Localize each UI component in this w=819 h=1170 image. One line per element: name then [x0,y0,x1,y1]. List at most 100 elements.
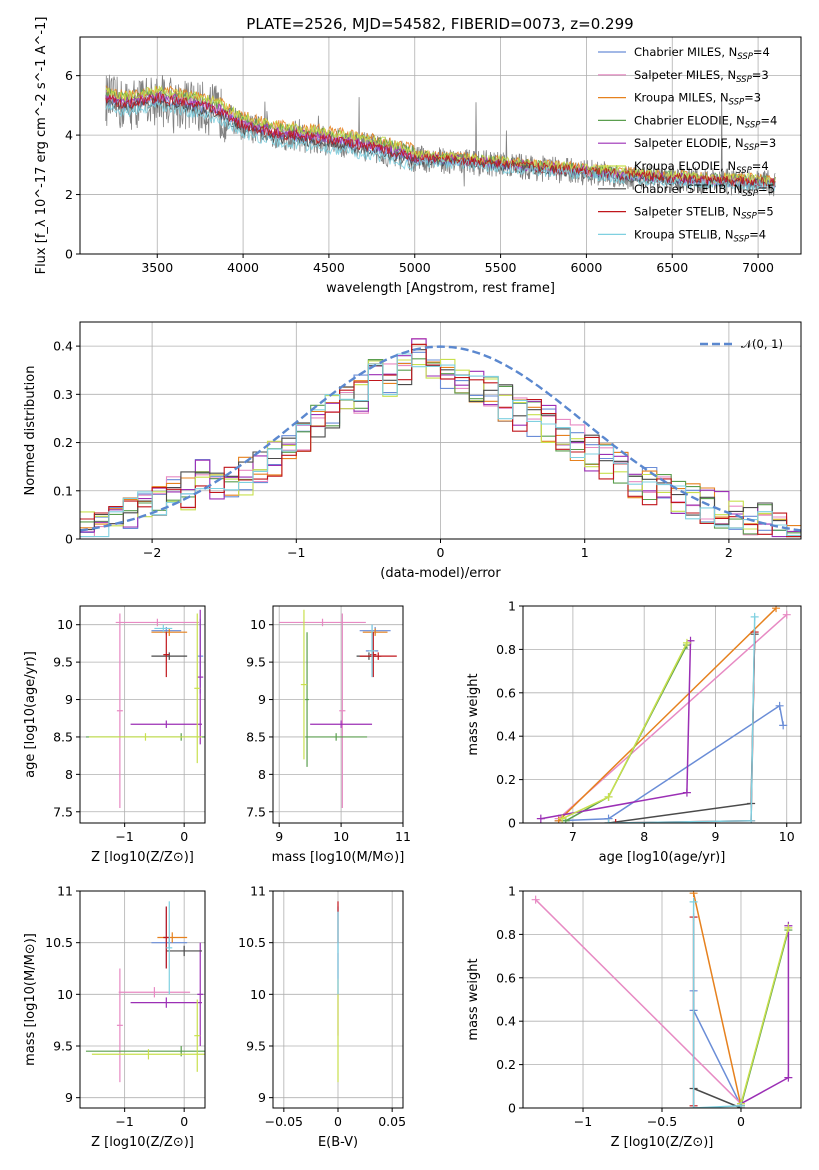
x-tick-label: 4500 [313,260,345,275]
residual-hist-7 [80,343,801,538]
y-tick-label: 10 [250,987,266,1002]
legend-entry: 𝒩(0, 1) [741,337,783,351]
plot-area [279,609,397,809]
weight-marker-5 [682,638,691,647]
y-tick-label: 8 [258,767,266,782]
y-tick-label: 10.5 [45,935,73,950]
x-tick-label: 7 [569,829,577,844]
y-tick-label: 10 [57,987,73,1002]
weight-marker-8 [750,612,759,621]
legend-entry: Salpeter STELIB, NSSP=5 [634,205,774,222]
weight-marker-8 [747,816,756,823]
weight-line-2 [558,607,777,822]
axes-frame [522,605,802,824]
x-axis-label: age [log10(age/yr)] [599,850,726,865]
x-tick-label: 7000 [742,260,774,275]
y-tick-label: 10.5 [238,935,266,950]
x-tick-label: 0 [180,1114,188,1129]
panel-weight-vs-age: 7 8 9 10 0 0.2 0.4 0.6 0.8 1 age [log10(age/yr)] ma… [466,599,802,865]
y-tick-label: 8 [65,767,73,782]
axes-frame [79,890,206,1109]
y-tick-label: 9.5 [246,1039,266,1054]
panel-age-vs-Z: −1 0 7.5 8 8.5 9 9.5 10 Z [log10(Z/Z⊙)] age [log1… [23,605,206,865]
x-tick-label: 2 [725,545,733,560]
x-tick-label: 5500 [485,260,517,275]
weight-marker-8 [736,1101,745,1108]
weight-marker-0 [779,721,788,730]
weight-line-8 [608,616,756,823]
x-tick-label: −1 [574,1114,592,1129]
x-tick-label: 9 [275,829,283,844]
legend-entry: Kroupa MILES, NSSP=3 [634,91,761,108]
y-tick-label: 9 [258,1090,266,1105]
legend: Chabrier MILES, NSSP=4 Salpeter MILES, NS… [598,45,777,244]
x-tick-label: 0 [180,829,188,844]
y-tick-label: 0.2 [496,1057,516,1072]
x-tick-label: 0 [737,1114,745,1129]
y-axis-label: mass [log10(M/M⊙)] [23,933,38,1066]
weight-marker-4 [784,1073,793,1082]
weight-line-5 [561,642,688,820]
y-axis-label: Normed distribution [23,366,38,496]
y-tick-label: 1 [508,884,516,899]
y-tick-label: 7.5 [246,804,266,819]
grid [523,890,801,1109]
x-axis-label: (data-model)/error [380,566,501,581]
x-tick-label: 10 [779,829,795,844]
weight-marker-1 [531,895,540,904]
weight-line-7 [615,631,756,823]
y-tick-label: 8.5 [53,729,73,744]
y-tick-label: 0 [65,247,73,262]
weight-marker-8 [689,1104,698,1108]
y-tick-label: 0.4 [496,729,516,744]
weight-line-4 [540,640,692,820]
weight-line-1 [535,899,742,1105]
x-axis-label: wavelength [Angstrom, rest frame] [326,281,555,296]
axes-frame [79,605,206,824]
legend-entry: Salpeter MILES, NSSP=3 [634,68,769,85]
weight-marker-4 [682,788,691,797]
weight-marker-1 [782,610,791,619]
x-tick-label: 10 [333,829,349,844]
x-tick-label: 0 [437,545,445,560]
plot-area [80,337,801,538]
model-spectrum-7 [105,93,776,190]
weight-marker-4 [686,636,695,645]
y-tick-label: 8.5 [246,729,266,744]
weight-line-6 [693,1087,742,1108]
normal-reference-curve [80,345,801,532]
y-axis-label: age [log10(age/yr)] [23,651,38,778]
figure-title: PLATE=2526, MJD=54582, FIBERID=0073, z=0… [246,15,633,33]
x-tick-label: 0.05 [378,1114,406,1129]
y-tick-label: 0.2 [53,435,73,450]
y-tick-label: 11 [250,884,266,899]
y-tick-label: 9 [65,1090,73,1105]
plot-area [105,74,776,197]
y-tick-label: 0 [508,1101,516,1116]
plot-area [85,609,205,809]
x-tick-label: 6000 [571,260,603,275]
panel-residuals: −2 −1 0 1 2 0 0.1 0.2 0.3 0.4 (data-model)/error No… [23,321,802,581]
residual-hist-8 [80,353,801,538]
x-axis-label: Z [log10(Z/Z⊙)] [91,850,194,865]
x-axis-label: Z [log10(Z/Z⊙)] [91,1135,194,1150]
y-tick-label: 0 [65,532,73,547]
grid [273,606,404,823]
x-tick-label: −1 [115,1114,133,1129]
y-tick-label: 2 [65,187,73,202]
panel-age-vs-mass: 9 10 11 7.5 8 8.5 9 9.5 10 mass [log10(M/M⊙)] [246,605,411,865]
x-tick-label: −0.05 [265,1114,303,1129]
legend-entry: Kroupa STELIB, NSSP=4 [634,227,766,244]
weight-marker-5 [784,923,793,932]
y-tick-label: 0.4 [53,339,73,354]
grid [80,890,205,1108]
panel-spectrum: 3500 4000 4500 5000 5500 6000 6500 7000 0 2 4 6 wave… [34,17,802,296]
y-axis-label: Flux [f_λ 10^-17 erg cm^-2 s^-1 A^-1] [34,17,49,275]
plot-area [536,606,791,823]
y-tick-label: 9 [65,692,73,707]
axes-frame [79,36,802,255]
weight-line-5 [740,927,790,1104]
y-tick-label: 6 [65,68,73,83]
y-tick-label: 0.2 [496,772,516,787]
